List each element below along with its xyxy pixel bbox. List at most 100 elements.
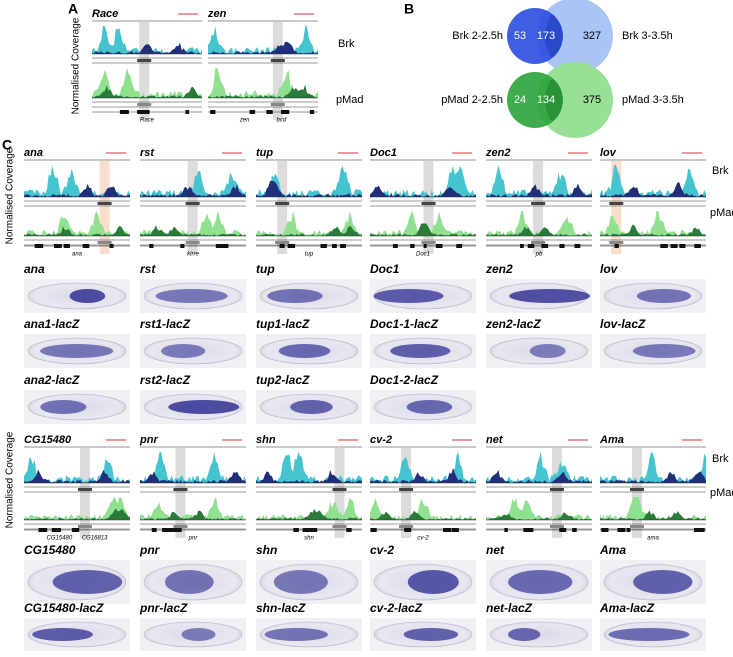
venn-overlap (544, 78, 563, 122)
expression-pattern (267, 289, 323, 303)
embryo-label: Doc1-2-lacZ (370, 373, 439, 387)
embryo-label: Ama-lacZ (599, 601, 655, 615)
y-axis-label: Normalised Coverage (71, 17, 82, 114)
coverage-area (24, 165, 130, 197)
gene-annotation: ana (72, 252, 83, 258)
coverage-area (92, 85, 202, 98)
expression-pattern (32, 628, 93, 641)
expression-pattern (40, 344, 114, 358)
peak-call (609, 202, 624, 205)
coverage-area (370, 211, 476, 236)
exon (392, 244, 398, 248)
embryo-label: lov-lacZ (600, 317, 646, 331)
gene-annotation: CG15480 (46, 536, 72, 542)
peak-call (549, 525, 564, 528)
exon (71, 528, 80, 532)
highlight (175, 448, 186, 538)
gene-name: net (486, 434, 504, 446)
coverage-area (256, 469, 362, 483)
venn-count: 327 (583, 30, 601, 42)
coverage-area (600, 510, 706, 520)
gene-annotation: pb (535, 252, 543, 258)
expression-pattern (403, 628, 459, 641)
expression-pattern (273, 570, 328, 594)
coverage-area (486, 452, 592, 483)
coverage-area (256, 497, 362, 520)
expression-pattern (160, 344, 206, 358)
exon (312, 528, 318, 532)
coverage-area (370, 185, 476, 197)
exon (165, 528, 174, 532)
exon (404, 528, 412, 532)
exon (660, 244, 668, 248)
peak-call (275, 241, 290, 244)
peak-call (77, 488, 92, 491)
coverage-area (600, 182, 706, 197)
gene-name: rst (140, 147, 155, 159)
panel-label: C (2, 137, 12, 153)
track-label: Brk (712, 165, 729, 177)
highlight (551, 448, 562, 538)
exon (137, 110, 142, 114)
exon (223, 244, 229, 248)
embryo-label: shn (256, 543, 277, 557)
venn-circle (537, 62, 613, 138)
exon (320, 244, 327, 248)
highlight (632, 448, 643, 538)
gene-annotation: ama (647, 536, 659, 542)
exon (309, 110, 315, 114)
coverage-area (208, 84, 318, 98)
gene-annotation: shn (304, 536, 314, 542)
peak-call (549, 488, 564, 491)
highlight (79, 448, 90, 538)
expression-pattern (290, 400, 333, 414)
exon (572, 528, 577, 532)
exon (456, 244, 463, 248)
exon (109, 244, 114, 248)
coverage-area (24, 469, 130, 483)
coverage-area (600, 224, 706, 236)
panel-label: B (404, 1, 414, 17)
exon (694, 528, 704, 532)
coverage-area (486, 226, 592, 236)
embryo-label: rst2-lacZ (140, 373, 191, 387)
venn-count: 53 (514, 30, 526, 42)
expression-pattern (264, 628, 328, 641)
exon (119, 110, 129, 114)
exon (614, 244, 619, 248)
coverage-area (256, 225, 362, 236)
coverage-area (24, 226, 130, 236)
track-label: pMad (710, 487, 733, 499)
exon (559, 528, 567, 532)
gene-name: pnr (139, 434, 158, 446)
exon (504, 528, 508, 532)
expression-pattern (168, 400, 240, 414)
expression-pattern (633, 570, 693, 594)
coverage-area (208, 26, 318, 54)
coverage-area (140, 471, 246, 483)
exon (305, 528, 314, 532)
exon (54, 244, 62, 248)
track-label: Brk (712, 453, 729, 465)
y-axis-label: Normalised Coverage (5, 147, 16, 244)
peak-call (332, 488, 347, 491)
track-label: pMad (336, 94, 364, 106)
expression-pattern (529, 344, 566, 358)
expression-pattern (165, 570, 214, 594)
expression-pattern (632, 344, 696, 358)
expression-pattern (636, 289, 691, 303)
coverage-area (92, 42, 202, 54)
embryo-label: pnr-lacZ (139, 601, 188, 615)
peak-call (97, 202, 112, 205)
coverage-area (486, 211, 592, 236)
peak-call (399, 488, 414, 491)
gene-name: zen (207, 8, 227, 20)
gene-name: Ama (599, 434, 624, 446)
y-axis-label: Normalised Coverage (5, 431, 16, 528)
exon (527, 244, 535, 248)
coverage-area (140, 225, 246, 236)
gene-name: ana (24, 147, 43, 159)
venn-count: 375 (583, 94, 601, 106)
coverage-area (370, 510, 476, 520)
